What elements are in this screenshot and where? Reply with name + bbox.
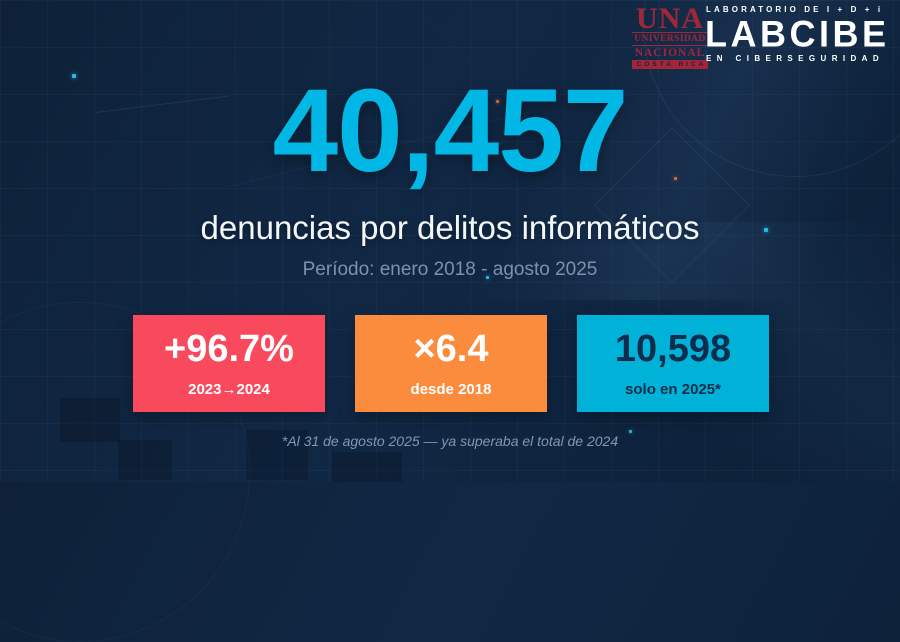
stat-value: ×6.4 [413,328,489,370]
labcibe-logo: LABORATORIO DE I + D + i LABCIBE EN CIBE… [705,5,896,64]
stat-card-growth-2023-2024: +96.7% 2023→2024 [133,315,325,412]
footnote: *Al 31 de agosto 2025 — ya superaba el t… [281,433,619,449]
total-denuncias-value: 40,457 [272,65,629,197]
stat-cards-row: +96.7% 2023→2024 ×6.4 desde 2018 10,598 … [133,315,769,412]
period-label: Período: enero 2018 - agosto 2025 [302,259,598,280]
stat-value: +96.7% [164,328,294,370]
stat-label: 2023→2024 [188,381,270,398]
stat-card-multiplier-since-2018: ×6.4 desde 2018 [355,315,547,412]
stat-label: solo en 2025* [625,381,721,398]
labcibe-logo-top-line: LABORATORIO DE I + D + i [706,5,884,14]
una-logo-acronym: UNA [636,2,704,35]
una-logo-nacional: NACIONAL [632,45,708,59]
stat-label: desde 2018 [410,381,492,398]
stat-value: 10,598 [614,328,732,370]
una-university-logo: UNA UNIVERSIDAD NACIONAL COSTA RICA [632,2,708,69]
labcibe-logo-name: LABCIBE [705,12,890,55]
hero-label: denuncias por delitos informáticos [200,209,700,246]
decor-pixel-block [332,452,402,482]
labcibe-logo-bottom-line: EN CIBERSEGURIDAD [706,54,885,63]
una-logo-costa-rica: COSTA RICA [632,59,708,69]
stat-card-2025-count: 10,598 solo en 2025* [577,315,769,412]
una-logo-universidad: UNIVERSIDAD [632,32,708,45]
